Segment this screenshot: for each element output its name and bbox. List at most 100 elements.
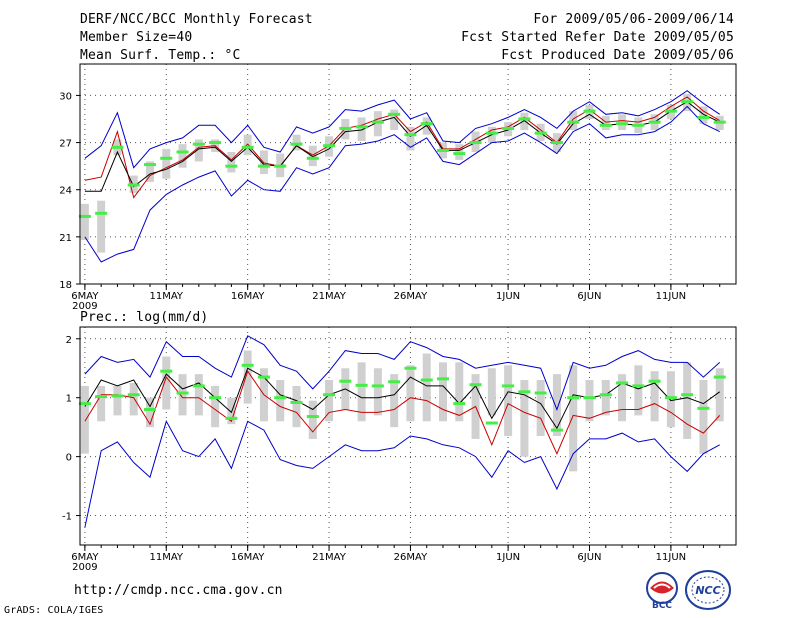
temp-x-tick-label: 11JUN <box>656 291 686 302</box>
temp-x-tick-label: 11MAY <box>150 291 184 302</box>
temp-spread-box <box>292 134 301 151</box>
temp-spread-box <box>406 126 415 151</box>
temp-spread-box <box>178 144 187 168</box>
produced-date: Fcst Produced Date 2009/05/06 <box>501 48 734 63</box>
refer-date: Fcst Started Refer Date 2009/05/05 <box>461 30 734 45</box>
temp-x-tick-label: 1JUN <box>496 291 520 302</box>
prec-spread-box <box>552 374 561 436</box>
temp-spread-box <box>145 161 154 182</box>
prec-spread-box <box>683 362 692 439</box>
temp-x-tick-label: 6JUN <box>577 291 601 302</box>
prec-spread-box <box>504 365 513 436</box>
prec-spread-box <box>699 380 708 454</box>
bcc-logo: BCC <box>646 572 678 611</box>
prec-spread-box <box>422 353 431 422</box>
prec-spread-box <box>243 350 252 404</box>
prec-spread-box <box>308 400 317 439</box>
prec-spread-box <box>276 380 285 422</box>
temp-spread-box <box>520 112 529 130</box>
prec-spread-box <box>113 385 122 416</box>
prec-spread-box <box>536 380 545 436</box>
prec-spread-box <box>97 385 106 422</box>
temp-x-tick-label: 26MAY <box>394 291 428 302</box>
prec-spread-box <box>211 385 220 428</box>
prec-x-tick-label: 11JUN <box>656 552 686 563</box>
temp-spread-box <box>390 109 399 130</box>
prec-x-year-label: 2009 <box>72 562 97 573</box>
prec-spread-box <box>194 374 203 416</box>
prec-x-tick-label: 21MAY <box>312 552 346 563</box>
temp-spread-box <box>618 114 627 130</box>
temp-spread-box <box>162 148 171 179</box>
temp-spread-box <box>308 145 317 167</box>
prec-spread-box <box>80 385 89 454</box>
temp-spread-box <box>357 117 366 141</box>
prec-spread-box <box>162 356 171 410</box>
temp-ensemble-mean-line <box>84 101 720 192</box>
prec-y-tick-label: 0 <box>66 453 72 464</box>
prec-y-tick-label: 1 <box>66 394 72 405</box>
temp-minimum-line <box>84 105 720 263</box>
prec-x-tick-label: 6MAY <box>71 552 99 563</box>
prec-x-tick-label: 11MAY <box>150 552 184 563</box>
prec-ensemble-mean-line <box>84 367 720 430</box>
temp-spread-box <box>259 150 268 174</box>
temp-spread-box <box>699 106 708 124</box>
prec-spread-box <box>618 374 627 422</box>
temp-spread-box <box>97 200 106 253</box>
temp-x-tick-label: 16MAY <box>231 291 265 302</box>
grads-credit: GrADS: COLA/IGES <box>4 605 104 616</box>
precipitation-panel-title: Prec.: log(mm/d) <box>80 310 209 325</box>
prec-spread-box <box>373 368 382 416</box>
prec-spread-box <box>650 371 659 422</box>
prec-spread-box <box>292 385 301 428</box>
temp-y-tick-label: 24 <box>59 186 72 197</box>
temp-spread-box <box>243 134 252 156</box>
prec-y-tick-label: -1 <box>62 512 72 523</box>
bcc-logo-label: BCC <box>652 601 672 611</box>
temp-x-year-label: 2009 <box>72 301 97 312</box>
prec-spread-box <box>145 397 154 428</box>
prec-spread-box <box>357 362 366 422</box>
source-url[interactable]: http://cmdp.ncc.cma.gov.cn <box>74 583 283 598</box>
prec-x-tick-label: 6JUN <box>577 552 601 563</box>
prec-spread-box <box>325 380 334 422</box>
forecast-period: For 2009/05/06-2009/06/14 <box>533 12 734 27</box>
temp-x-tick-label: 6MAY <box>71 291 99 302</box>
chart-title: DERF/NCC/BCC Monthly Forecast <box>80 12 313 27</box>
temp-spread-box <box>80 203 89 240</box>
prec-x-tick-label: 26MAY <box>394 552 428 563</box>
temp-spread-box <box>227 152 236 173</box>
prec-spread-box <box>634 365 643 416</box>
temp-plot-frame <box>79 63 737 285</box>
temp-maximum-line <box>84 90 720 169</box>
prec-spread-box <box>520 380 529 457</box>
prec-spread-box <box>455 362 464 422</box>
prec-spread-box <box>585 380 594 422</box>
temp-spread-box <box>601 115 610 130</box>
prec-spread-box <box>715 368 724 422</box>
prec-x-tick-label: 1JUN <box>496 552 520 563</box>
prec-climatology-line <box>84 370 721 455</box>
temp-climatology-line <box>84 96 720 199</box>
temperature-panel-title: Mean Surf. Temp.: °C <box>80 48 241 63</box>
prec-spread-box <box>390 374 399 428</box>
temp-y-tick-label: 18 <box>59 280 72 291</box>
prec-plot-frame <box>79 326 737 546</box>
prec-x-tick-label: 16MAY <box>231 552 265 563</box>
prec-spread-box <box>406 365 415 422</box>
temp-y-tick-label: 21 <box>59 233 72 244</box>
temp-x-tick-label: 21MAY <box>312 291 346 302</box>
temp-spread-box <box>455 144 464 160</box>
prec-spread-box <box>601 380 610 416</box>
prec-spread-box <box>129 382 138 416</box>
temp-spread-box <box>569 111 578 130</box>
prec-spread-box <box>227 397 236 425</box>
temp-spread-box <box>194 139 203 162</box>
temp-y-tick-label: 27 <box>59 139 72 150</box>
temp-y-tick-label: 30 <box>59 91 72 102</box>
prec-spread-box <box>178 374 187 416</box>
prec-maximum-line <box>84 335 721 411</box>
temp-spread-box <box>373 111 382 137</box>
